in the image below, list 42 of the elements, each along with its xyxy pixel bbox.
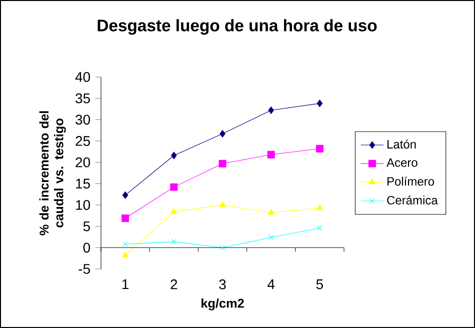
x-tick-label: 1	[122, 279, 128, 290]
y-tick-label: 35	[76, 93, 90, 104]
y-tick-label: 10	[76, 200, 90, 210]
point	[316, 144, 324, 152]
y-axis-title: % de incremento del caudal vs. testigo	[39, 111, 66, 236]
x-tick-label: 2	[170, 279, 178, 290]
y-tick-label: 25	[76, 136, 90, 146]
point	[268, 106, 274, 114]
point	[122, 252, 129, 258]
point	[267, 150, 275, 158]
point	[220, 244, 226, 250]
legend-label: Latón	[387, 140, 416, 149]
y-tick-label: 30	[76, 114, 90, 125]
point	[171, 152, 177, 160]
x-tick-label: 3	[219, 279, 226, 290]
point	[316, 225, 322, 231]
y-tick-label: 20	[76, 157, 90, 168]
point	[122, 242, 128, 247]
point	[316, 204, 323, 210]
y-tick-label: 0	[83, 242, 90, 253]
point	[219, 201, 226, 208]
point	[170, 183, 178, 191]
legend-label: Cerámica	[387, 196, 438, 205]
x-tick-label: 4	[268, 279, 275, 290]
point	[170, 208, 178, 214]
y-tick-label: 15	[76, 178, 90, 189]
point	[316, 100, 323, 108]
legend-label: Polímero	[387, 176, 434, 186]
point	[268, 234, 274, 240]
x-axis-title: kg/cm2	[202, 298, 244, 310]
point	[122, 191, 128, 199]
x-tick-label: 5	[316, 279, 324, 290]
chart-title: Desgaste luego de una hora de uso	[98, 19, 377, 35]
point	[218, 160, 226, 168]
point	[220, 130, 226, 138]
point	[171, 238, 177, 244]
y-tick-label: 5	[83, 221, 90, 232]
y-tick-label: 40	[75, 72, 90, 82]
y-tick-label: -5	[78, 264, 90, 274]
legend-label: Acero	[386, 158, 418, 167]
point	[268, 208, 274, 215]
point	[122, 214, 130, 222]
